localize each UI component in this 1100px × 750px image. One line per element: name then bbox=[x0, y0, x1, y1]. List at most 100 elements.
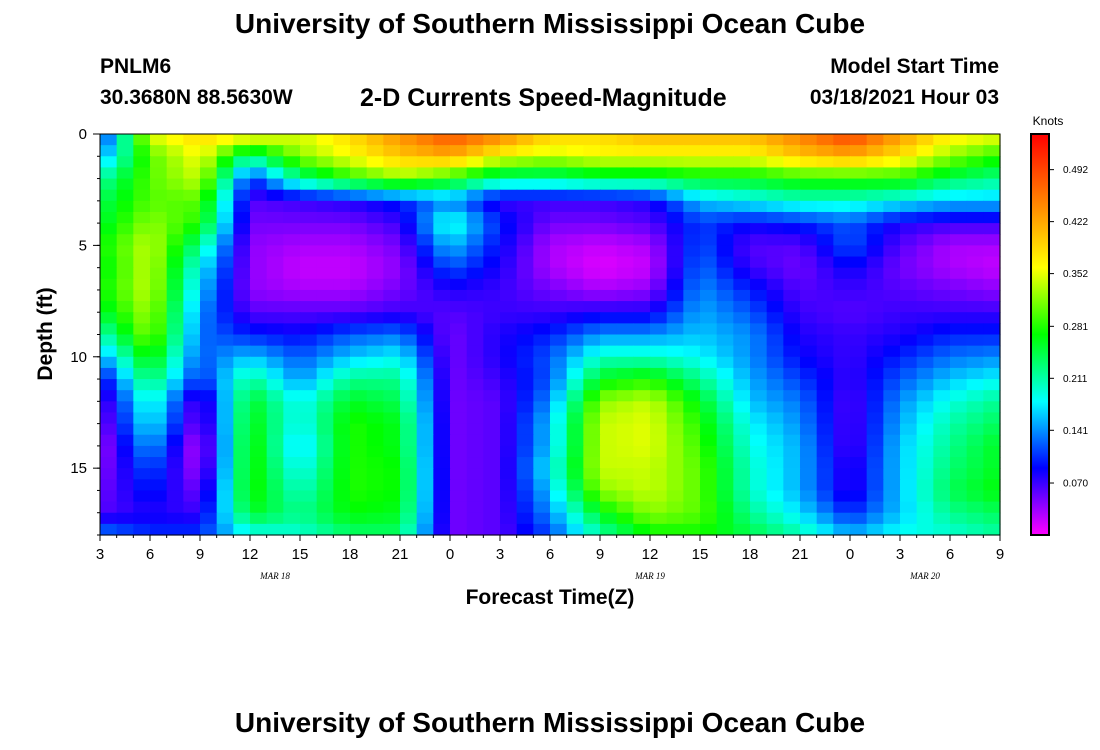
heatmap-cell bbox=[766, 345, 784, 358]
heatmap-cell bbox=[850, 145, 868, 157]
heatmap-cell bbox=[116, 211, 134, 224]
heatmap-cell bbox=[800, 323, 818, 336]
heatmap-cell bbox=[383, 445, 401, 458]
heatmap-cell bbox=[183, 501, 201, 514]
heatmap-cell bbox=[833, 379, 851, 391]
heatmap-cell bbox=[200, 178, 218, 191]
heatmap-cell bbox=[216, 312, 234, 324]
heatmap-cell bbox=[916, 312, 934, 324]
heatmap-cell bbox=[916, 301, 934, 313]
heatmap-cell bbox=[433, 379, 451, 391]
heatmap-cell bbox=[150, 189, 168, 202]
heatmap-cell bbox=[100, 379, 118, 391]
heatmap-cell bbox=[783, 234, 801, 246]
heatmap-cell bbox=[100, 356, 118, 369]
heatmap-cell bbox=[500, 145, 518, 157]
heatmap-cell bbox=[500, 512, 518, 525]
heatmap-cell bbox=[600, 289, 618, 302]
heatmap-cell bbox=[850, 178, 868, 191]
heatmap-cell bbox=[650, 245, 668, 258]
heatmap-cell bbox=[400, 289, 418, 302]
heatmap-cell bbox=[300, 267, 318, 280]
heatmap-cell bbox=[500, 289, 518, 302]
heatmap-cell bbox=[566, 412, 584, 425]
heatmap-cell bbox=[883, 434, 901, 447]
heatmap-cell bbox=[533, 211, 551, 224]
heatmap-cell bbox=[816, 256, 834, 269]
heatmap-cell bbox=[783, 211, 801, 224]
heatmap-cell bbox=[533, 490, 551, 503]
heatmap-cell bbox=[433, 234, 451, 246]
heatmap-cell bbox=[783, 312, 801, 324]
heatmap-cell bbox=[300, 512, 318, 525]
heatmap-cell bbox=[666, 345, 684, 358]
heatmap-cell bbox=[350, 301, 368, 313]
heatmap-cell bbox=[783, 256, 801, 269]
heatmap-cell bbox=[900, 501, 918, 514]
heatmap-cell bbox=[116, 390, 134, 402]
heatmap-cell bbox=[850, 523, 868, 536]
heatmap-cell bbox=[250, 490, 268, 503]
heatmap-cell bbox=[800, 379, 818, 391]
heatmap-cell bbox=[983, 245, 1001, 258]
heatmap-cell bbox=[600, 312, 618, 324]
heatmap-cell bbox=[766, 200, 784, 213]
heatmap-cell bbox=[516, 379, 534, 391]
heatmap-cell bbox=[116, 245, 134, 258]
heatmap-cell bbox=[666, 178, 684, 191]
heatmap-cell bbox=[500, 267, 518, 280]
heatmap-cell bbox=[550, 334, 568, 347]
heatmap-cell bbox=[966, 356, 984, 369]
heatmap-cell bbox=[566, 211, 584, 224]
heatmap-cell bbox=[733, 289, 751, 302]
heatmap-cell bbox=[200, 223, 218, 235]
heatmap-cell bbox=[383, 245, 401, 258]
heatmap-cell bbox=[983, 167, 1001, 180]
heatmap-cell bbox=[433, 457, 451, 469]
heatmap-cell bbox=[366, 211, 384, 224]
heatmap-cell bbox=[716, 457, 734, 469]
heatmap-cell bbox=[850, 245, 868, 258]
heatmap-cell bbox=[266, 167, 284, 180]
heatmap-cell bbox=[600, 267, 618, 280]
heatmap-cell bbox=[283, 457, 301, 469]
heatmap-cell bbox=[333, 223, 351, 235]
heatmap-cell bbox=[450, 523, 468, 536]
heatmap-cell bbox=[250, 167, 268, 180]
heatmap-cell bbox=[933, 211, 951, 224]
heatmap-cell bbox=[466, 211, 484, 224]
heatmap-cell bbox=[850, 167, 868, 180]
heatmap-cell bbox=[300, 501, 318, 514]
heatmap-cell bbox=[466, 367, 484, 380]
heatmap-cell bbox=[433, 479, 451, 492]
heatmap-cell bbox=[266, 267, 284, 280]
heatmap-cell bbox=[566, 390, 584, 402]
heatmap-cell bbox=[700, 390, 718, 402]
heatmap-cell bbox=[816, 345, 834, 358]
heatmap-cell bbox=[933, 134, 951, 146]
heatmap-cell bbox=[150, 334, 168, 347]
heatmap-cell bbox=[916, 479, 934, 492]
heatmap-cell bbox=[950, 211, 968, 224]
station-coordinates: 30.3680N 88.5630W bbox=[100, 86, 293, 109]
heatmap-cell bbox=[666, 512, 684, 525]
heatmap-cell bbox=[900, 134, 918, 146]
heatmap-cell bbox=[700, 523, 718, 536]
heatmap-cell bbox=[566, 379, 584, 391]
heatmap-cell bbox=[483, 345, 501, 358]
heatmap-cell bbox=[900, 523, 918, 536]
heatmap-cell bbox=[516, 267, 534, 280]
heatmap-cell bbox=[116, 356, 134, 369]
heatmap-cell bbox=[250, 367, 268, 380]
heatmap-cell bbox=[583, 412, 601, 425]
heatmap-cell bbox=[566, 167, 584, 180]
heatmap-cell bbox=[216, 401, 234, 414]
heatmap-cell bbox=[650, 379, 668, 391]
heatmap-cell bbox=[550, 479, 568, 492]
heatmap-cell bbox=[433, 423, 451, 436]
heatmap-cell bbox=[266, 156, 284, 169]
heatmap-cell bbox=[333, 211, 351, 224]
heatmap-cell bbox=[700, 445, 718, 458]
heatmap-cell bbox=[516, 256, 534, 269]
heatmap-cell bbox=[650, 356, 668, 369]
